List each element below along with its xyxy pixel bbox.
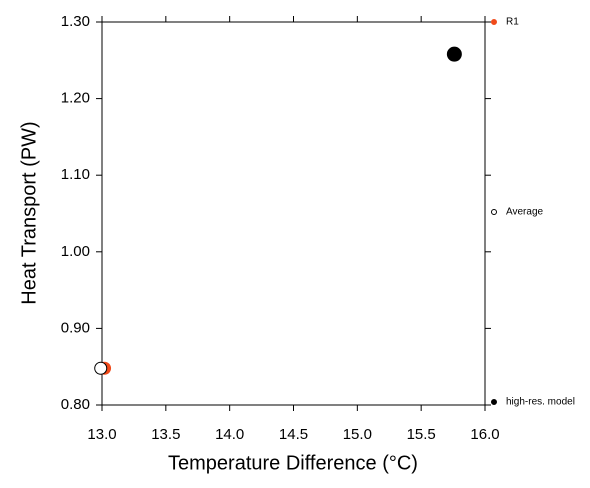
x-tick-label: 14.5 xyxy=(279,426,308,443)
x-tick-label: 15.0 xyxy=(343,426,372,443)
legend-label: high-res. model xyxy=(506,397,575,408)
y-tick-label: 1.30 xyxy=(61,13,90,30)
legend-label: R1 xyxy=(506,17,519,28)
y-tick-label: 0.90 xyxy=(61,319,90,336)
legend-label: Average xyxy=(506,207,544,218)
legend-marker xyxy=(491,19,497,25)
x-tick-label: 13.5 xyxy=(151,426,180,443)
x-tick-label: 15.5 xyxy=(407,426,436,443)
x-tick-label: 14.0 xyxy=(215,426,244,443)
legend-marker xyxy=(491,399,497,405)
point xyxy=(94,361,108,375)
x-tick-label: 13.0 xyxy=(87,426,116,443)
y-tick-label: 0.80 xyxy=(61,396,90,413)
x-tick-label: 16.0 xyxy=(470,426,499,443)
plot-frame xyxy=(101,21,486,406)
y-tick-label: 1.00 xyxy=(61,243,90,260)
y-axis-label: Heat Transport (PW) xyxy=(18,121,40,304)
y-tick-label: 1.10 xyxy=(61,166,90,183)
legend-marker xyxy=(491,209,497,215)
y-tick-label: 1.20 xyxy=(61,90,90,107)
x-axis-label: Temperature Difference (°C) xyxy=(168,452,418,474)
point xyxy=(446,46,462,62)
